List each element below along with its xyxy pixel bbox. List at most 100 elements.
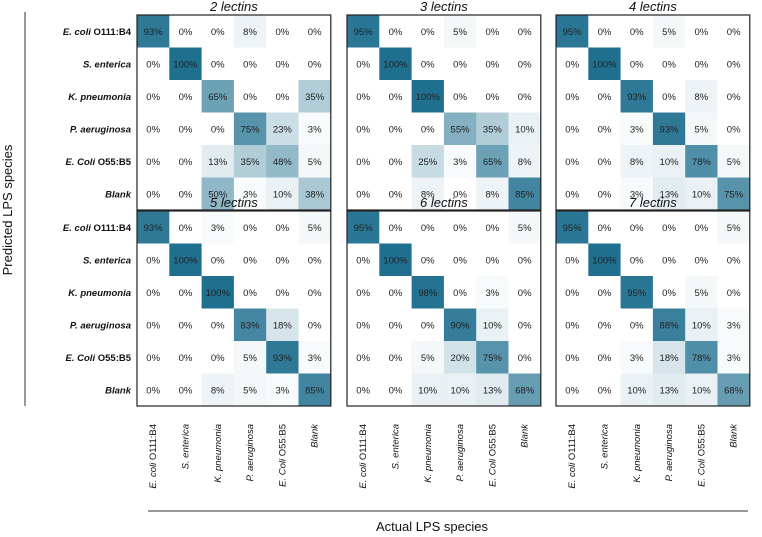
cell-value-label: 8%: [694, 92, 708, 103]
heatmap-cell: [347, 145, 380, 178]
cell-value-label: 10%: [273, 189, 293, 200]
heatmap-cell: [201, 112, 235, 146]
cell-value-label: 5%: [453, 27, 467, 38]
heatmap-cell: [685, 15, 718, 48]
heatmap-cell: [201, 177, 235, 211]
row-tick-label: E. coli O111:B4: [63, 223, 132, 234]
heatmap-cell: [201, 211, 235, 244]
column-tick-label: E. coli O111:B4: [567, 424, 578, 489]
column-tick-label: P. aeruginosa: [455, 424, 466, 481]
column-tick-label: Blank: [729, 423, 740, 448]
heatmap-cell: [266, 80, 299, 113]
heatmap-cell: [298, 145, 332, 178]
heatmap-cell: [347, 80, 380, 113]
cell-value-label: 0%: [598, 288, 612, 299]
cell-value-label: 18%: [660, 353, 680, 364]
heatmap-cell: [169, 112, 203, 146]
heatmap-cell: [476, 276, 509, 309]
heatmap-cell: [620, 341, 654, 374]
cell-value-label: 0%: [146, 59, 160, 70]
cell-value-label: 3%: [727, 353, 741, 364]
heatmap-cell: [556, 177, 589, 211]
heatmap-cell: [652, 112, 686, 146]
heatmap-cell: [652, 211, 686, 244]
cell-value-label: 10%: [660, 157, 680, 168]
heatmap-cell: [411, 80, 445, 113]
heatmap-cell: [169, 276, 203, 309]
cell-value-label: 3%: [453, 157, 467, 168]
heatmap-cell: [508, 145, 542, 178]
heatmap-cell: [411, 308, 445, 342]
cell-value-label: 3%: [243, 189, 257, 200]
column-tick-label: Blank: [520, 423, 531, 448]
heatmap-cell: [508, 211, 542, 244]
heatmap-cell: [169, 15, 203, 48]
heatmap-cell: [233, 80, 267, 113]
cell-value-label: 85%: [305, 385, 325, 396]
heatmap-panel-1: 2 lectins 93% 0% 0% 8% 0% 0% 0% 100% 0% 0% 0% 0% 0% 0%…: [136, 0, 332, 211]
cell-value-label: 5%: [694, 124, 708, 135]
heatmap-cell: [588, 112, 622, 146]
cell-value-label: 0%: [565, 288, 579, 299]
heatmap-cell: [717, 112, 751, 146]
cell-value-label: 88%: [660, 320, 680, 331]
heatmap-cell: [443, 243, 477, 277]
heatmap-cell: [443, 112, 477, 146]
heatmap-cell: [347, 276, 380, 309]
heatmap-cell: [137, 308, 170, 342]
cell-value-label: 78%: [692, 157, 712, 168]
heatmap-cell: [379, 373, 413, 407]
panel-title: 4 lectins: [629, 0, 677, 14]
cell-value-label: 0%: [146, 320, 160, 331]
panel-title: 3 lectins: [420, 0, 468, 14]
cell-value-label: 0%: [598, 124, 612, 135]
heatmap-cell: [347, 211, 380, 244]
heatmap-panel-3: 4 lectins 95% 0% 0% 5% 0% 0% 0% 100% 0% 0% 0% 0% 0% 0%…: [555, 0, 751, 211]
heatmap-cell: [137, 211, 170, 244]
cell-value-label: 5%: [694, 288, 708, 299]
column-tick-label: E. Coli O55:B5: [277, 424, 288, 487]
cell-value-label: 0%: [421, 223, 435, 234]
cell-value-label: 0%: [662, 288, 676, 299]
heatmap-cell: [717, 341, 751, 374]
cell-value-label: 0%: [275, 59, 289, 70]
heatmap-cell: [137, 373, 170, 407]
cell-value-label: 0%: [518, 320, 532, 331]
heatmap-cell: [652, 308, 686, 342]
heatmap-cell: [233, 145, 267, 178]
heatmap-cell: [266, 211, 299, 244]
cell-value-label: 0%: [565, 157, 579, 168]
cell-value-label: 0%: [308, 255, 322, 266]
cell-value-label: 0%: [211, 353, 225, 364]
cell-value-label: 3%: [630, 124, 644, 135]
heatmap-cell: [298, 243, 332, 277]
heatmap-cell: [137, 15, 170, 48]
heatmap-cell: [620, 112, 654, 146]
heatmap-panel-2: 3 lectins 95% 0% 0% 5% 0% 0% 0% 100% 0% 0% 0% 0% 0% 0%…: [346, 0, 542, 211]
heatmap-cell: [233, 341, 267, 374]
column-tick-label: E. coli O111:B4: [148, 424, 159, 489]
cell-value-label: 0%: [356, 124, 370, 135]
cell-value-label: 95%: [563, 223, 583, 234]
cell-value-label: 0%: [598, 27, 612, 38]
cell-value-label: 0%: [356, 288, 370, 299]
heatmap-cell: [717, 276, 751, 309]
heatmap-cell: [201, 308, 235, 342]
panel-frame: [136, 210, 332, 407]
heatmap-cell: [169, 80, 203, 113]
heatmap-panel-4: 5 lectins 93% 0% 3% 0% 0% 5% 0% 100% 0% 0% 0% 0% 0% 0%…: [136, 195, 332, 407]
cell-value-label: 5%: [243, 353, 257, 364]
cell-value-label: 100%: [416, 92, 441, 103]
cell-value-label: 0%: [485, 59, 499, 70]
heatmap-cell: [137, 341, 170, 374]
cell-value-label: 0%: [662, 92, 676, 103]
heatmap-cell: [298, 80, 332, 113]
column-tick-label: E. Coli O55:B5: [696, 424, 707, 487]
heatmap-cell: [717, 373, 751, 407]
cell-value-label: 0%: [211, 27, 225, 38]
cell-value-label: 0%: [243, 255, 257, 266]
cell-value-label: 50%: [208, 189, 228, 200]
cell-value-label: 10%: [692, 189, 712, 200]
panel-frame: [346, 210, 542, 407]
